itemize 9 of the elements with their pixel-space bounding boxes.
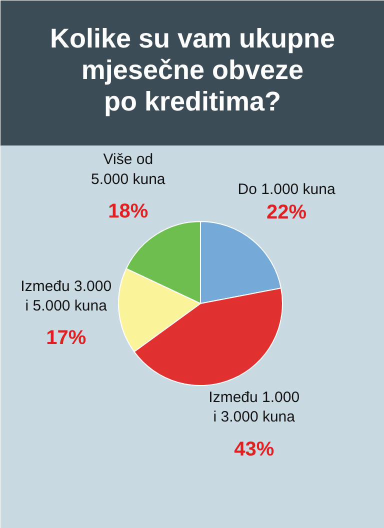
data-label: 22%: [266, 201, 307, 224]
slice-label: Između 3.000 i 5.000 kuna: [20, 278, 112, 314]
data-label: 18%: [108, 200, 148, 223]
slice-label: Između 1.000 i 3.000 kuna: [208, 389, 300, 426]
slice-label: Više od 5.000 kuna: [91, 151, 166, 188]
data-label: 17%: [46, 327, 86, 350]
chart-title: Kolike su vam ukupne mjesečne obveze po kreditima?: [50, 24, 336, 116]
slice-label: Do 1.000 kuna: [238, 180, 336, 198]
data-label: 43%: [234, 438, 274, 460]
